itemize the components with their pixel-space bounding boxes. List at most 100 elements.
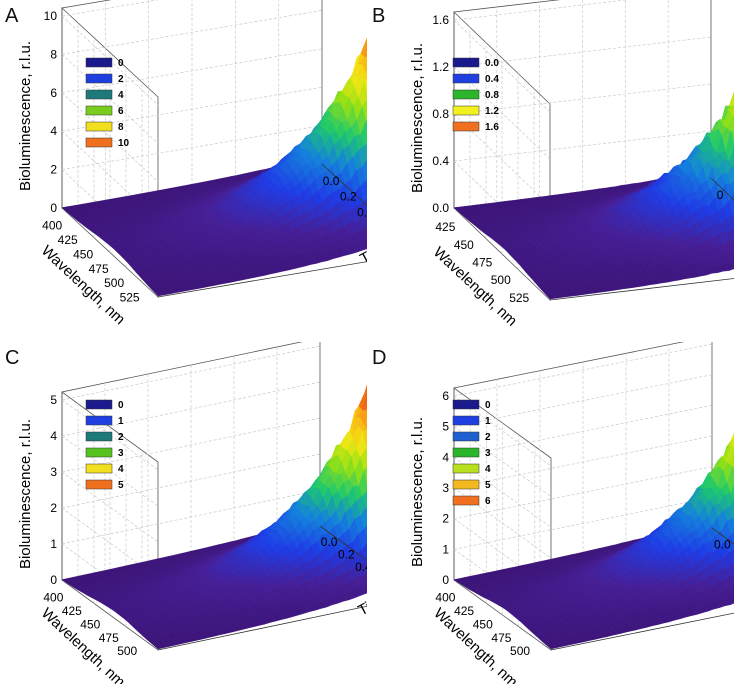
- chart-panel-a: A 0 2 4 6 8 10 Bioluminescence, r.l.u. 400 425 450…: [0, 0, 367, 342]
- z-tick-label: 4: [50, 124, 57, 138]
- chart-panel-c: C 0 1 2 3 4 5 Bioluminescence, r.l.u. 400 425 450 4…: [0, 342, 367, 684]
- grid-line: [453, 343, 713, 397]
- wavelength-tick-label: 500: [117, 644, 137, 658]
- grid-line: [453, 83, 712, 115]
- legend-swatch: [452, 73, 480, 84]
- z-tick-label: 2: [442, 512, 449, 526]
- grid-line: [453, 374, 713, 428]
- panel-label: C: [5, 347, 19, 369]
- floor-edge-right: [319, 525, 367, 561]
- z-tick-label: 2: [50, 163, 57, 177]
- legend-swatch: [452, 57, 480, 68]
- chart-svg-b: B 0.0 0.4 0.8 1.2 1.6 Bioluminescence, r.l.u. 4…: [372, 0, 734, 330]
- grid-line: [61, 381, 321, 437]
- legend-label: 0.4: [485, 74, 499, 85]
- time-axis-label: Time, s: [355, 582, 367, 620]
- legend-label: 8: [118, 122, 124, 133]
- legend-label: 0.0: [485, 58, 499, 69]
- legend-label: 6: [118, 106, 124, 117]
- legend-swatch: [85, 415, 113, 426]
- z-tick-label: 0.0: [432, 201, 449, 215]
- surface-cell: [364, 43, 367, 58]
- z-axis-label: Bioluminescence, r.l.u.: [409, 43, 426, 193]
- legend-swatch: [85, 399, 113, 410]
- grid-line: [61, 125, 323, 170]
- time-tick-label: 0.2: [340, 190, 357, 204]
- surface-cell: [729, 91, 734, 108]
- chart-panel-d: D 0 1 2 3 4 5 6 Bioluminescence, r.l.u. 400 425 450…: [367, 342, 734, 684]
- surface-cell: [730, 484, 734, 501]
- surface-cell: [153, 290, 165, 297]
- legend-label: 2: [118, 74, 124, 85]
- wavelength-tick-label: 400: [43, 590, 63, 604]
- wavelength-tick-label: 450: [73, 247, 93, 261]
- z-tick-label: 1: [442, 542, 449, 556]
- surface-cell: [363, 572, 367, 584]
- wavelength-tick-label: 475: [89, 262, 109, 276]
- wavelength-tick-label: 400: [42, 219, 62, 233]
- wavelength-tick-label: 450: [80, 617, 100, 631]
- time-tick-label: 0.0: [323, 174, 340, 188]
- floor-edge-front: [157, 605, 367, 651]
- legend-swatch: [85, 447, 113, 458]
- wavelength-tick-label: 525: [509, 291, 529, 305]
- legend-label: 4: [118, 464, 124, 475]
- time-tick-label: 0.2: [338, 547, 355, 561]
- floor-edge-right: [321, 163, 367, 207]
- legend-label: 1.2: [485, 106, 499, 117]
- surface-cell: [730, 530, 734, 550]
- legend: 0.0 0.4 0.8 1.2 1.6: [452, 57, 499, 133]
- legend-label: 5: [118, 480, 124, 491]
- legend-label: 2: [118, 432, 124, 443]
- legend-swatch: [85, 463, 113, 474]
- z-tick-label: 5: [50, 393, 57, 407]
- surface-cell: [363, 416, 367, 430]
- legend-swatch: [85, 431, 113, 442]
- chart-panel-b: B 0.0 0.4 0.8 1.2 1.6 Bioluminescence, r.l.u. 4…: [367, 0, 734, 342]
- z-tick-label: 0: [50, 573, 57, 587]
- panel-label: B: [372, 5, 385, 27]
- z-tick-label: 3: [50, 465, 57, 479]
- z-tick-label: 2: [50, 501, 57, 515]
- legend-swatch: [452, 105, 480, 116]
- legend-swatch: [85, 137, 113, 148]
- z-tick-label: 8: [50, 47, 57, 61]
- z-tick-label: 0: [50, 201, 57, 215]
- surface-cell: [153, 644, 165, 650]
- time-tick-label: 0: [717, 188, 724, 202]
- wavelength-tick-label: 475: [472, 255, 492, 269]
- legend-label: 1.6: [485, 122, 499, 133]
- time-tick-label: 0.4: [355, 560, 367, 574]
- z-tick-label: 0: [442, 573, 449, 587]
- panel-label: A: [5, 5, 19, 27]
- z-tick-label: 0.8: [432, 107, 449, 121]
- legend-swatch: [85, 73, 113, 84]
- legend-label: 3: [118, 448, 124, 459]
- chart-gridlines: [61, 342, 321, 651]
- legend-label: 0.8: [485, 90, 499, 101]
- floor-edge-front: [550, 612, 734, 651]
- surface-mesh: [453, 432, 734, 650]
- z-axis-label: Bioluminescence, r.l.u.: [17, 419, 34, 569]
- surface-mesh: [61, 37, 367, 297]
- grid-line: [61, 417, 321, 473]
- legend-swatch: [85, 479, 113, 490]
- wavelength-tick-label: 425: [58, 233, 78, 247]
- z-axis-label: Bioluminescence, r.l.u.: [17, 41, 34, 191]
- wavelength-tick-label: 500: [104, 276, 124, 290]
- back-wall-left: [61, 391, 159, 651]
- legend-swatch: [85, 105, 113, 116]
- legend-label: 1: [118, 416, 124, 427]
- floor-edge-front: [157, 261, 367, 298]
- floor-edge-right: [711, 527, 734, 545]
- wavelength-tick-label: 525: [120, 291, 140, 305]
- surface-cell: [546, 644, 558, 650]
- z-tick-label: 1: [50, 537, 57, 551]
- legend-swatch: [85, 57, 113, 68]
- wavelength-tick-label: 450: [454, 238, 474, 252]
- surface-cell: [363, 197, 367, 215]
